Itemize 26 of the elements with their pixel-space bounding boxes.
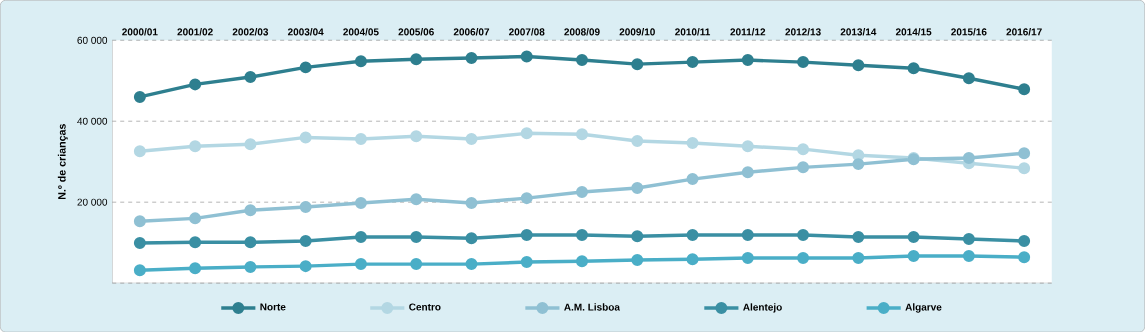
x-tick-label: 2002/03 xyxy=(232,27,269,36)
x-tick-label: 2009/10 xyxy=(619,27,655,36)
y-tick-label: 20 000 xyxy=(77,198,108,206)
legend-label: Norte xyxy=(260,303,286,311)
x-tick-label: 2014/15 xyxy=(895,27,932,36)
y-tick-label: 60 000 xyxy=(77,36,108,44)
y-axis-title: N.º de crianças xyxy=(57,123,68,199)
legend-label: A.M. Lisboa xyxy=(564,303,620,311)
x-tick-label: 2011/12 xyxy=(730,27,766,36)
x-tick-label: 2006/07 xyxy=(453,27,490,36)
x-tick-label: 2012/13 xyxy=(785,27,821,36)
x-tick-label: 2008/09 xyxy=(564,27,600,36)
x-tick-label: 2003/04 xyxy=(287,27,324,36)
x-tick-label: 2005/06 xyxy=(398,27,434,36)
legend-label: Centro xyxy=(409,303,441,311)
x-tick-label: 2004/05 xyxy=(343,27,379,36)
legend-label: Algarve xyxy=(905,303,942,313)
y-tick-label: 40 000 xyxy=(77,117,108,125)
x-tick-label: 2001/02 xyxy=(177,27,213,36)
x-tick-label: 2000/01 xyxy=(122,27,158,36)
x-tick-label: 2015/16 xyxy=(951,27,987,36)
x-tick-label: 2013/14 xyxy=(840,27,877,36)
x-tick-label: 2016/17 xyxy=(1006,27,1042,36)
x-tick-label: 2007/08 xyxy=(509,27,545,36)
legend-label: Alentejo xyxy=(743,303,782,313)
x-tick-label: 2010/11 xyxy=(675,27,711,36)
